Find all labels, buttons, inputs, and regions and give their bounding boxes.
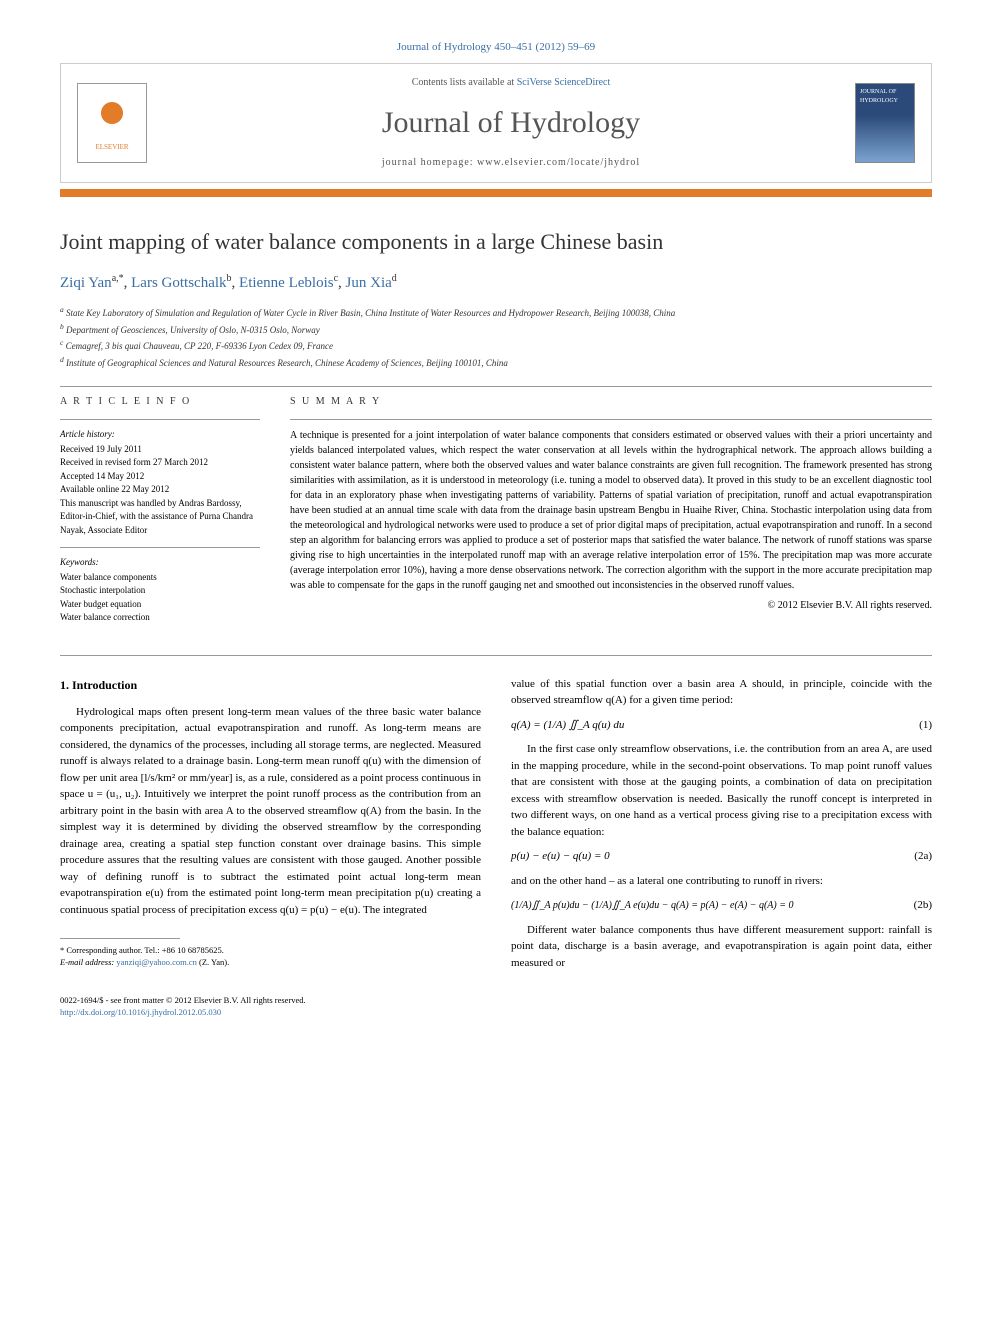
- divider: [290, 419, 932, 420]
- elsevier-logo: ELSEVIER: [77, 83, 147, 163]
- right-column: value of this spatial function over a ba…: [511, 676, 932, 976]
- author-4[interactable]: Jun Xia: [346, 275, 392, 291]
- homepage-line: journal homepage: www.elsevier.com/locat…: [167, 156, 855, 170]
- equation-2a-number: (2a): [914, 848, 932, 865]
- corr-author-line: * Corresponding author. Tel.: +86 10 687…: [60, 945, 481, 957]
- authors-line: Ziqi Yana,*, Lars Gottschalkb, Etienne L…: [60, 272, 932, 294]
- author-2-sup: b: [227, 273, 232, 284]
- right-para-4: Different water balance components thus …: [511, 922, 932, 972]
- right-para-2: In the first case only streamflow observ…: [511, 741, 932, 840]
- author-3[interactable]: Etienne Leblois: [239, 275, 334, 291]
- article-history-text: Received 19 July 2011 Received in revise…: [60, 443, 260, 538]
- intro-paragraph: Hydrological maps often present long-ter…: [60, 704, 481, 919]
- affiliation-a: a State Key Laboratory of Simulation and…: [60, 304, 932, 321]
- equation-2b-row: (1/A)∬_A p(u)du − (1/A)∬_A e(u)du − q(A)…: [511, 897, 932, 914]
- author-1-sup: a,*: [112, 273, 124, 284]
- corresponding-email-link[interactable]: yanziqi@yahoo.com.cn: [116, 957, 197, 967]
- affiliations: a State Key Laboratory of Simulation and…: [60, 304, 932, 370]
- article-info-heading: A R T I C L E I N F O: [60, 395, 260, 409]
- journal-volume-ref: Journal of Hydrology 450–451 (2012) 59–6…: [60, 40, 932, 55]
- page-footer: 0022-1694/$ - see front matter © 2012 El…: [60, 995, 932, 1019]
- divider: [60, 419, 260, 420]
- keywords-text: Water balance components Stochastic inte…: [60, 571, 260, 625]
- affiliation-c: c Cemagref, 3 bis quai Chauveau, CP 220,…: [60, 337, 932, 354]
- info-summary-row: A R T I C L E I N F O Article history: R…: [60, 395, 932, 635]
- journal-name: Journal of Hydrology: [167, 102, 855, 144]
- affiliation-d: d Institute of Geographical Sciences and…: [60, 354, 932, 371]
- summary-text: A technique is presented for a joint int…: [290, 428, 932, 593]
- affiliation-b: b Department of Geosciences, University …: [60, 321, 932, 338]
- keywords-label: Keywords:: [60, 556, 260, 569]
- journal-cover-thumbnail: JOURNAL OF HYDROLOGY: [855, 83, 915, 163]
- homepage-url[interactable]: www.elsevier.com/locate/jhydrol: [477, 157, 640, 168]
- journal-header-box: ELSEVIER Contents lists available at Sci…: [60, 63, 932, 183]
- cover-label: JOURNAL OF HYDROLOGY: [860, 89, 898, 103]
- article-title: Joint mapping of water balance component…: [60, 227, 932, 258]
- email-line: E-mail address: yanziqi@yahoo.com.cn (Z.…: [60, 957, 481, 969]
- divider: [60, 547, 260, 548]
- equation-1-row: q(A) = (1/A) ∬_A q(u) du (1): [511, 717, 932, 734]
- orange-divider-bar: [60, 189, 932, 197]
- author-4-sup: d: [392, 273, 397, 284]
- equation-2b: (1/A)∬_A p(u)du − (1/A)∬_A e(u)du − q(A)…: [511, 898, 794, 913]
- author-2[interactable]: Lars Gottschalk: [131, 275, 226, 291]
- equation-1-number: (1): [919, 717, 932, 734]
- section-1-heading: 1. Introduction: [60, 676, 481, 694]
- author-1[interactable]: Ziqi Yan: [60, 275, 112, 291]
- sciencedirect-link[interactable]: SciVerse ScienceDirect: [517, 77, 611, 88]
- email-suffix: (Z. Yan).: [199, 957, 229, 967]
- article-info-column: A R T I C L E I N F O Article history: R…: [60, 395, 260, 635]
- contents-list-line: Contents lists available at SciVerse Sci…: [167, 76, 855, 90]
- header-center: Contents lists available at SciVerse Sci…: [167, 76, 855, 170]
- equation-2a: p(u) − e(u) − q(u) = 0: [511, 848, 610, 865]
- publisher-name: ELSEVIER: [95, 143, 128, 153]
- article-history-label: Article history:: [60, 428, 260, 441]
- author-3-sup: c: [334, 273, 338, 284]
- email-label: E-mail address:: [60, 957, 114, 967]
- issn-line: 0022-1694/$ - see front matter © 2012 El…: [60, 995, 306, 1007]
- elsevier-tree-icon: [92, 93, 132, 143]
- summary-heading: S U M M A R Y: [290, 395, 932, 409]
- doi-line[interactable]: http://dx.doi.org/10.1016/j.jhydrol.2012…: [60, 1007, 306, 1019]
- body-two-columns: 1. Introduction Hydrological maps often …: [60, 676, 932, 976]
- equation-2a-row: p(u) − e(u) − q(u) = 0 (2a): [511, 848, 932, 865]
- equation-2b-number: (2b): [914, 897, 932, 914]
- homepage-pre: journal homepage:: [382, 157, 477, 168]
- right-para-3: and on the other hand – as a lateral one…: [511, 873, 932, 890]
- copyright-line: © 2012 Elsevier B.V. All rights reserved…: [290, 599, 932, 613]
- corresponding-author-footnote: * Corresponding author. Tel.: +86 10 687…: [60, 945, 481, 969]
- equation-1: q(A) = (1/A) ∬_A q(u) du: [511, 717, 624, 734]
- footnote-separator: [60, 938, 180, 939]
- right-para-1: value of this spatial function over a ba…: [511, 676, 932, 709]
- summary-column: S U M M A R Y A technique is presented f…: [290, 395, 932, 635]
- contents-pre-text: Contents lists available at: [412, 77, 517, 88]
- divider: [60, 655, 932, 656]
- divider: [60, 386, 932, 387]
- left-column: 1. Introduction Hydrological maps often …: [60, 676, 481, 976]
- footer-left: 0022-1694/$ - see front matter © 2012 El…: [60, 995, 306, 1019]
